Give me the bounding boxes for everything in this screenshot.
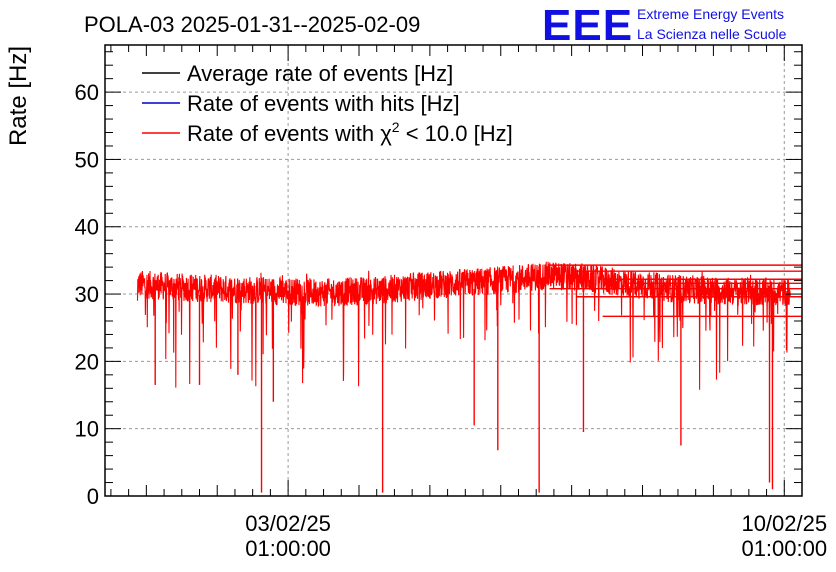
- legend-label-suffix: < 10.0 [Hz]: [400, 121, 513, 146]
- logo-line2: La Scienza nelle Scuole: [637, 26, 787, 42]
- chart-title: POLA-03 2025-01-31--2025-02-09: [84, 12, 420, 37]
- legend-label-superscript: 2: [392, 119, 400, 135]
- legend-label-1: Rate of events with hits [Hz]: [187, 91, 460, 116]
- logo-mark: EEE: [542, 1, 633, 50]
- legend-label-text-2: Rate of events with: [187, 121, 374, 146]
- legend: Average rate of events [Hz] Rate of event…: [142, 61, 513, 146]
- legend-label-text-1: Rate of events with hits [Hz]: [187, 91, 460, 116]
- y-tick-label-20: 20: [75, 349, 99, 374]
- y-tick-label-0: 0: [87, 484, 99, 509]
- y-axis: 0 10 20 30 40 50 60: [75, 51, 802, 509]
- y-axis-label: Rate [Hz]: [5, 46, 32, 146]
- x-tick-label-time-1: 01:00:00: [741, 536, 827, 561]
- plot-frame: [104, 44, 803, 497]
- x-tick-label-time-0: 01:00:00: [245, 536, 331, 561]
- eee-logo: EEE Extreme Energy Events La Scienza nel…: [542, 1, 787, 50]
- plot-border: [104, 44, 803, 497]
- y-tick-label-50: 50: [75, 147, 99, 172]
- legend-label-0: Average rate of events [Hz]: [187, 61, 453, 86]
- legend-label-2: Rate of events with χ2 < 10.0 [Hz]: [187, 119, 513, 146]
- y-tick-label-40: 40: [75, 215, 99, 240]
- y-tick-label-30: 30: [75, 282, 99, 307]
- x-tick-label-date-1: 10/02/25: [741, 511, 827, 536]
- legend-label-text-0: Average rate of events [Hz]: [187, 61, 453, 86]
- x-tick-label-date-0: 03/02/25: [245, 511, 331, 536]
- y-tick-label-10: 10: [75, 417, 99, 442]
- logo-line1: Extreme Energy Events: [637, 6, 784, 22]
- series-area: [136, 261, 802, 493]
- legend-label-symbol: χ: [374, 121, 392, 146]
- y-tick-label-60: 60: [75, 80, 99, 105]
